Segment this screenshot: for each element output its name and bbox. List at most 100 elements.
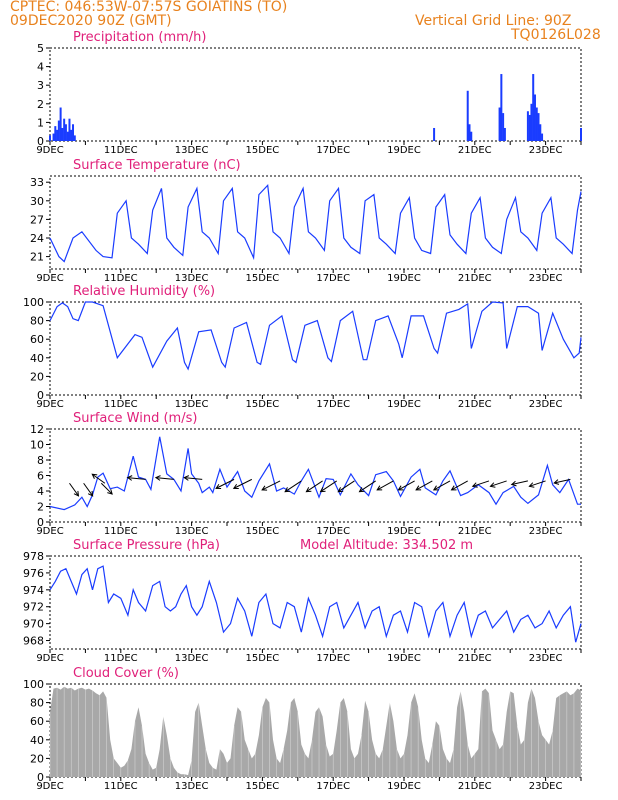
precip-xtick-label: 11DEC — [104, 145, 138, 156]
wind-arrow-head — [489, 482, 496, 488]
precip-ytick-label: 4 — [37, 61, 44, 74]
wind-arrow — [91, 473, 106, 484]
wind-ytick-label: 2 — [37, 501, 44, 514]
temp-xtick-label: 21DEC — [458, 273, 492, 284]
wind-xtick-label: 17DEC — [316, 526, 350, 537]
wind-arrow — [155, 477, 174, 480]
wind-arrow — [337, 480, 355, 493]
precip-bar — [56, 129, 59, 141]
wind-xtick-label: 9DEC — [36, 526, 63, 537]
precip-bar — [59, 107, 62, 141]
rh-xtick-label: 11DEC — [104, 399, 138, 410]
precip-bar — [64, 124, 67, 141]
wind-series-line — [49, 436, 581, 511]
pres-xtick-label: 21DEC — [458, 653, 492, 664]
wind-xtick-label: 19DEC — [387, 526, 421, 537]
wind-arrow-head — [415, 485, 422, 491]
wind-arrow-head — [432, 485, 439, 491]
wind-arrow-head — [126, 475, 133, 481]
cloud-xtick-label: 9DEC — [36, 781, 63, 792]
wind-arrow — [359, 480, 376, 493]
wind-arrow-head — [450, 485, 457, 491]
rh-series-line — [49, 301, 582, 371]
header-code: TQ0126L028 — [511, 27, 601, 43]
wind-xtick-label: 13DEC — [175, 526, 209, 537]
wind-ytick-label: 4 — [37, 485, 44, 498]
wind-arrow — [284, 480, 302, 493]
wind-arrow-head — [91, 473, 98, 479]
wind-arrow-head — [73, 490, 80, 497]
temp-frame — [49, 175, 582, 270]
wind-xtick-label: 23DEC — [529, 526, 563, 537]
cloud-xtick-label: 19DEC — [387, 781, 421, 792]
wind-xtick-label: 15DEC — [246, 526, 280, 537]
wind-ytick-label: 12 — [30, 423, 44, 436]
rh-xtick-label: 19DEC — [387, 399, 421, 410]
pres-ytick-label: 978 — [23, 550, 44, 563]
pres-series-line — [49, 565, 582, 643]
pres-title: Surface Pressure (hPa) — [73, 538, 220, 553]
wind-arrow — [529, 480, 546, 487]
precip-bar — [63, 118, 66, 141]
precip-bar — [498, 107, 501, 141]
wind-arrow — [100, 482, 113, 495]
wind-arrow — [69, 482, 79, 497]
precip-bar — [526, 111, 529, 141]
precip-bar — [52, 133, 55, 141]
temp-ytick-label: 30 — [30, 195, 44, 208]
precip-frame — [49, 47, 582, 142]
rh-ytick-label: 100 — [23, 296, 44, 309]
precip-bar — [70, 129, 73, 141]
precip-bar — [502, 113, 505, 141]
wind-ytick-label: 8 — [37, 454, 44, 467]
precip-xtick-label: 21DEC — [458, 145, 492, 156]
precip-bar — [580, 127, 582, 141]
pres-frame — [49, 555, 582, 650]
wind-arrow — [554, 478, 571, 484]
pres-ytick-label: 970 — [23, 618, 44, 631]
pres-ytick-label: 968 — [23, 635, 44, 648]
header-grid-note: Vertical Grid Line: 90Z — [415, 13, 572, 29]
cloud-area — [50, 686, 581, 777]
precip-xtick-label: 23DEC — [529, 145, 563, 156]
temp-ytick-label: 21 — [30, 251, 44, 264]
wind-arrow — [451, 480, 468, 491]
wind-arrow-head — [528, 482, 535, 488]
wind-arrow-head — [337, 487, 344, 493]
rh-ytick-label: 60 — [30, 333, 44, 346]
wind-arrow — [376, 480, 394, 491]
wind-arrow-head — [284, 487, 291, 493]
precip-bar — [533, 94, 536, 141]
precip-bar — [68, 118, 71, 141]
pres-xtick-label: 9DEC — [36, 653, 63, 664]
precip-ytick-label: 0 — [37, 135, 44, 148]
precip-bar — [530, 103, 533, 141]
pres-xtick-label: 19DEC — [387, 653, 421, 664]
cloud-ytick-label: 0 — [37, 771, 44, 784]
cloud-ytick-label: 60 — [30, 715, 44, 728]
temp-xtick-label: 9DEC — [36, 273, 63, 284]
pres-ytick-label: 972 — [23, 601, 44, 614]
wind-arrow-head — [319, 487, 326, 493]
pres-xtick-label: 23DEC — [529, 653, 563, 664]
wind-arrow-head — [358, 487, 365, 493]
wind-arrow-head — [215, 483, 222, 490]
wind-arrow-head — [510, 480, 517, 487]
wind-arrow — [261, 480, 281, 491]
pres-annotation: Model Altitude: 334.502 m — [300, 538, 473, 553]
cloud-xtick-label: 23DEC — [529, 781, 563, 792]
rh-ytick-label: 40 — [30, 352, 44, 365]
precip-bar — [503, 127, 506, 141]
precip-xtick-label: 15DEC — [246, 145, 280, 156]
precip-ytick-label: 5 — [37, 42, 44, 55]
wind-arrow — [320, 480, 338, 493]
wind-arrow-head — [107, 489, 113, 495]
precip-bar — [539, 124, 542, 141]
wind-arrow — [215, 478, 235, 489]
precip-bar — [54, 126, 57, 141]
header-station: CPTEC: 046:53W-07:57S GOIATINS (TO) — [10, 0, 288, 15]
rh-ytick-label: 20 — [30, 370, 44, 383]
cloud-xtick-label: 13DEC — [175, 781, 209, 792]
header-date: 09DEC2020 90Z (GMT) — [10, 13, 172, 29]
